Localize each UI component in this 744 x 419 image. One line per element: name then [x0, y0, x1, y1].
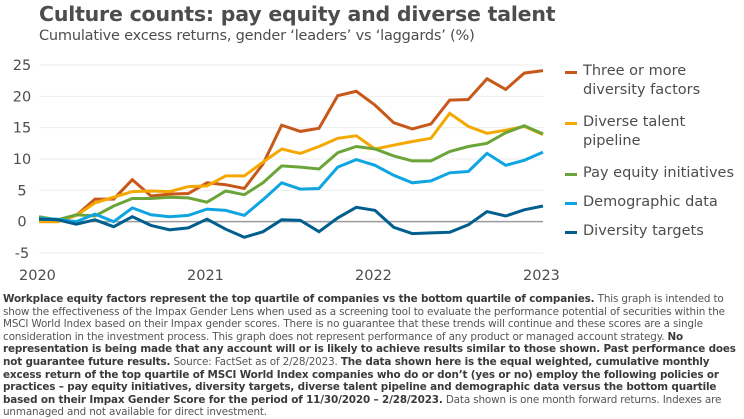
y-tick-label: 15	[13, 121, 31, 137]
y-tick-label: 5	[17, 183, 26, 199]
legend-item-three-or-more: Three or more diversity factors	[562, 62, 744, 100]
chart-title: Culture counts: pay equity and diverse t…	[39, 2, 556, 26]
legend-swatch	[565, 231, 577, 234]
footnote-text-1: This graph is intended to show the effec…	[3, 293, 725, 343]
y-tick-label: 10	[13, 152, 31, 168]
y-tick-label: 20	[13, 89, 31, 105]
series-line-pay-equity-initiatives	[38, 124, 544, 222]
x-axis-ticks: 2020 2021 2022 2023	[19, 268, 560, 284]
footnote-source: Source: FactSet as of 2/28/2023.	[170, 355, 341, 368]
y-tick-label: -5	[15, 246, 29, 262]
legend-item-diverse-talent: Diverse talent pipeline	[562, 113, 744, 151]
legend-label: Diverse talent pipeline	[583, 114, 686, 149]
x-tick-label: 2022	[355, 268, 392, 284]
footnote-bold-2: No representation is being made that any…	[3, 330, 736, 368]
y-axis-ticks: 25 20 15 10 5 0 -5	[13, 58, 31, 262]
legend-label: Diversity targets	[583, 223, 704, 239]
legend-swatch	[565, 173, 577, 176]
x-tick-label: 2020	[19, 268, 56, 284]
series-line-diversity-targets	[38, 204, 544, 239]
legend-item-pay-equity: Pay equity initiatives	[562, 164, 744, 183]
series-lines	[38, 69, 544, 239]
legend-label: Demographic data	[583, 194, 718, 210]
legend-swatch	[565, 202, 577, 205]
footnote-bold-3: The data shown here is the equal weighte…	[3, 355, 719, 406]
series-line-diverse-talent-pipeline	[39, 111, 544, 224]
x-tick-label: 2023	[523, 268, 560, 284]
legend-swatch	[565, 122, 577, 125]
legend-swatch	[565, 71, 577, 74]
x-tick-label: 2021	[187, 268, 224, 284]
legend-item-diversity-targets: Diversity targets	[562, 222, 744, 241]
legend-label: Pay equity initiatives	[583, 165, 735, 181]
chart-legend: Three or more diversity factors Diverse …	[562, 62, 744, 251]
legend-label: Three or more diversity factors	[583, 63, 701, 98]
y-tick-label: 25	[13, 58, 31, 74]
series-line-demographic-data	[38, 150, 544, 224]
chart-subtitle: Cumulative excess returns, gender ‘leade…	[39, 28, 475, 44]
line-chart: 25 20 15 10 5 0 -5 2020 2021 2022 2023	[13, 58, 560, 284]
footnote-bold-1: Workplace equity factors represent the t…	[3, 293, 595, 305]
y-tick-label: 0	[17, 215, 26, 231]
legend-item-demographic: Demographic data	[562, 193, 744, 212]
series-line-three-or-more-diversity-factors	[38, 69, 544, 222]
footnote-disclaimer: Workplace equity factors represent the t…	[3, 293, 741, 419]
